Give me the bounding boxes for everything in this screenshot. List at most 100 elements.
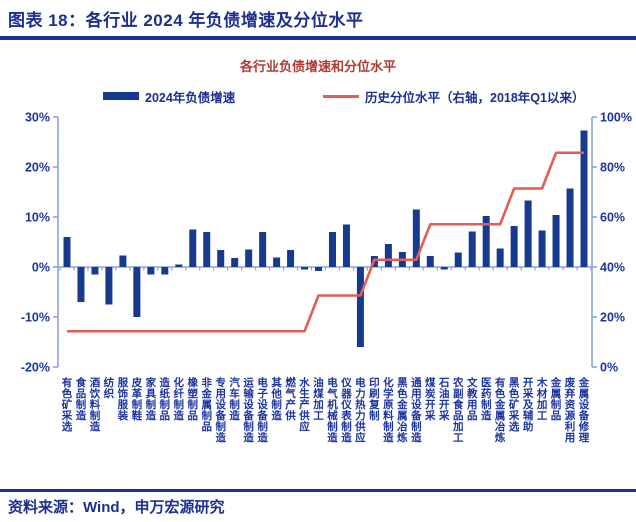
x-axis-label: 水生产供应 — [298, 376, 310, 433]
bar — [77, 267, 85, 302]
footer-rule — [0, 489, 636, 492]
bar — [161, 267, 169, 275]
legend-item-bar-series: 2024年负债增速 — [103, 88, 236, 105]
figure-title: 图表 18：各行业 2024 年负债增速及分位水平 — [8, 11, 364, 30]
legend-label: 2024年负债增速 — [145, 90, 236, 105]
bar — [245, 249, 253, 267]
source-note: 资料来源：Wind，申万宏源研究 — [8, 499, 225, 516]
bar — [412, 209, 420, 267]
bar — [524, 200, 532, 267]
left-axis-tick-label: 20% — [25, 161, 50, 175]
bar — [426, 256, 434, 267]
x-axis-label: 木材加工 — [536, 376, 548, 422]
x-axis-label: 汽车制造 — [229, 376, 240, 422]
bar — [189, 229, 197, 267]
bar — [454, 252, 462, 267]
x-axis-label: 开采及辅助 — [522, 377, 534, 433]
x-axis-label: 废弃资源利用 — [564, 376, 576, 444]
bar — [566, 188, 574, 267]
x-axis-label: 其他制造 — [270, 376, 282, 422]
bar — [91, 267, 99, 275]
chart-canvas: 30% 20% 10% 0% -10% -20% 100% 80% 60% 40% 20% 0% 有色矿… — [21, 111, 632, 445]
x-axis-label: 皮革制鞋 — [131, 376, 143, 422]
x-axis-label: 有色金属冶炼 — [494, 376, 506, 444]
percentile-line — [67, 151, 584, 333]
bar — [384, 244, 392, 267]
x-axis-label: 有色矿采选 — [61, 376, 73, 433]
bar-series-swatch — [103, 92, 139, 100]
bar — [552, 215, 560, 267]
x-axis-label: 家具制造 — [145, 376, 157, 422]
x-axis-label: 油煤加工 — [312, 376, 324, 422]
x-axis-label: 电气机械制造 — [326, 376, 338, 444]
x-axis-label: 电力热力供应 — [354, 376, 366, 444]
bar — [510, 226, 518, 267]
x-axis-label: 黑色矿采选 — [508, 377, 520, 433]
legend: 2024年负债增速 历史分位水平（右轴，2018年Q1以来） — [0, 88, 636, 105]
x-axis-label: 化学原料制造 — [383, 376, 394, 444]
right-axis-tick-label: 20% — [600, 311, 625, 325]
header-rule — [0, 36, 636, 40]
left-axis-tick-label: 10% — [25, 211, 50, 225]
x-axis-label: 黑色金属冶炼 — [396, 377, 408, 444]
right-axis-tick-label: 40% — [600, 261, 625, 275]
x-axis-label: 纺织 — [104, 376, 115, 400]
bar — [356, 267, 364, 347]
x-axis-label: 专用设备制造 — [214, 376, 226, 444]
bar — [119, 255, 127, 267]
bar — [496, 248, 504, 267]
bar — [175, 264, 183, 267]
x-axis-label: 金属设备修理 — [578, 376, 590, 444]
right-axis-tick-label: 100% — [600, 111, 632, 125]
chart-title: 各行业负债增速和分位水平 — [239, 59, 396, 74]
x-axis-label: 燃气产供 — [284, 376, 296, 422]
x-axis-label: 金属制品 — [550, 376, 562, 422]
bar — [342, 224, 350, 267]
right-axis-tick-label: 80% — [600, 161, 625, 175]
right-axis-tick-label: 60% — [600, 211, 625, 225]
bar — [203, 232, 211, 267]
x-axis-label: 煤炭开采 — [424, 376, 436, 422]
x-axis-label: 电子设备制造 — [256, 376, 268, 444]
x-axis-label: 医药制造 — [481, 377, 492, 422]
x-axis-label: 石油开采 — [438, 377, 450, 422]
x-axis-label: 造纸制品 — [160, 376, 171, 422]
x-axis-label: 酒饮料制造 — [89, 376, 101, 433]
bar — [482, 216, 490, 267]
left-axis-tick-label: -20% — [21, 361, 50, 375]
right-axis-tick-label: 0% — [600, 361, 618, 375]
legend-item-line-series: 历史分位水平（右轴，2018年Q1以来） — [323, 88, 585, 105]
x-axis-label: 服饰服装 — [117, 377, 129, 422]
bar — [217, 250, 225, 267]
left-axis-tick-label: 30% — [25, 111, 50, 125]
left-axis-tick-label: -10% — [21, 311, 50, 325]
x-axis-label: 化纤制造 — [174, 376, 185, 422]
bar — [63, 237, 71, 267]
line-series-swatch — [323, 94, 359, 98]
x-axis-label: 仪器仪表制造 — [340, 377, 352, 444]
x-axis-label: 文教用品 — [466, 376, 478, 422]
x-axis-label: 运输设备制造 — [242, 377, 254, 444]
bar — [315, 267, 323, 271]
x-axis-label: 食品制造 — [75, 376, 87, 422]
bar — [259, 232, 267, 267]
bar — [287, 250, 295, 267]
bar — [105, 267, 113, 305]
left-axis-tick-label: 0% — [32, 261, 50, 275]
bar — [231, 258, 239, 267]
bar — [440, 267, 448, 270]
bar — [133, 267, 141, 317]
bar — [468, 231, 476, 267]
x-axis-label: 印刷复制 — [368, 377, 380, 422]
bar — [328, 232, 336, 267]
bar — [147, 267, 155, 275]
legend-label: 历史分位水平（右轴，2018年Q1以来） — [365, 90, 585, 105]
x-axis-label: 通用设备制造 — [410, 377, 422, 444]
bar — [580, 130, 588, 267]
x-axis-label: 农副食品加工 — [452, 376, 464, 444]
bar — [301, 267, 309, 270]
x-axis-label: 橡塑制品 — [188, 376, 199, 422]
bar — [538, 230, 546, 267]
bar — [273, 257, 281, 267]
